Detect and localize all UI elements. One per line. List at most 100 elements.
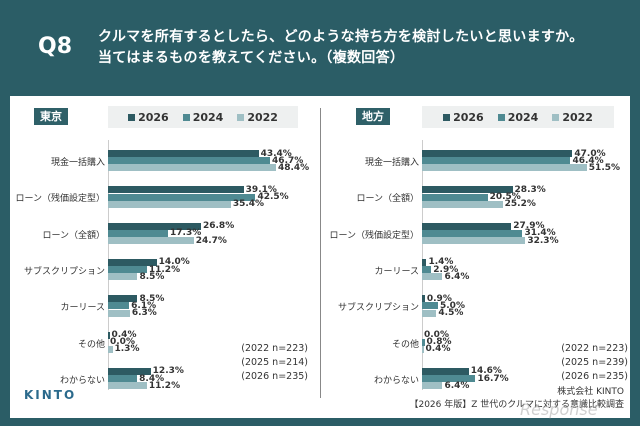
data-label: 0.0% bbox=[424, 330, 449, 340]
bar-2026 bbox=[108, 367, 151, 375]
legend-label: 2026 bbox=[453, 110, 484, 124]
question-text: クルマを所有するとしたら、どのような持ち方を検討したいと思いますか。 当てはまる… bbox=[98, 27, 584, 69]
bar-2024 bbox=[108, 302, 130, 310]
data-label: 51.5% bbox=[588, 162, 621, 173]
data-label: 12.3% bbox=[152, 366, 184, 377]
category-label: ローン（残価設定型） bbox=[15, 194, 105, 205]
legend-item: 2024 bbox=[497, 110, 539, 124]
bar-2026 bbox=[422, 150, 573, 157]
sample-size-note: (2022 n=223) bbox=[241, 343, 308, 354]
data-label: 1.4% bbox=[428, 257, 454, 268]
data-label: 11.2% bbox=[148, 264, 181, 275]
legend-item: 2024 bbox=[182, 110, 224, 124]
bar-2022 bbox=[108, 273, 138, 281]
bar-2024 bbox=[422, 266, 432, 274]
data-label: 16.7% bbox=[477, 373, 509, 384]
bar-2026 bbox=[108, 295, 138, 303]
data-label: 35.4% bbox=[232, 199, 265, 210]
bar-2026 bbox=[108, 222, 201, 230]
bar-2024 bbox=[422, 229, 523, 237]
bar-2024 bbox=[108, 266, 147, 274]
bar-2022 bbox=[108, 345, 113, 353]
bar-2022 bbox=[422, 237, 526, 244]
bar-2022 bbox=[422, 309, 437, 317]
data-label: 17.3% bbox=[170, 228, 202, 239]
panel-title: 地方 bbox=[356, 108, 390, 125]
legend-swatch bbox=[182, 113, 190, 121]
data-label: 0.8% bbox=[426, 337, 452, 348]
bar-2026 bbox=[108, 331, 110, 339]
legend-label: 2024 bbox=[507, 110, 539, 124]
bar-2024 bbox=[108, 375, 138, 382]
panel-title: 東京 bbox=[34, 108, 68, 125]
data-label: 46.4% bbox=[572, 155, 604, 166]
legend-label: 2022 bbox=[562, 110, 593, 124]
bar-2022 bbox=[108, 382, 147, 390]
sample-size-note: (2026 n=235) bbox=[561, 371, 628, 382]
question-line-2: 当てはまるものを教えてください。（複数回答） bbox=[98, 50, 405, 66]
legend-swatch bbox=[552, 113, 560, 121]
kinto-logo: KINTO bbox=[24, 388, 77, 402]
bar-2026 bbox=[108, 258, 157, 266]
bar-2026 bbox=[422, 222, 512, 230]
legend-swatch bbox=[443, 113, 451, 121]
data-label: 8.4% bbox=[139, 373, 165, 384]
category-label: カーリース bbox=[60, 303, 105, 314]
sample-size-note: (2025 n=214) bbox=[241, 357, 308, 368]
data-label: 6.3% bbox=[131, 308, 157, 319]
bar-2022 bbox=[108, 200, 231, 208]
category-label: 現金一括購入 bbox=[364, 158, 419, 168]
question-number: Q8 bbox=[38, 34, 73, 59]
data-label: 5.0% bbox=[440, 300, 465, 311]
data-label: 6.4% bbox=[444, 271, 470, 282]
data-label: 39.1% bbox=[245, 184, 277, 195]
data-label: 28.3% bbox=[514, 184, 546, 195]
category-label: 現金一括購入 bbox=[50, 158, 105, 168]
category-label: わからない bbox=[373, 375, 419, 386]
bar-2024 bbox=[108, 229, 169, 237]
data-label: 42.5% bbox=[257, 192, 289, 202]
data-label: 0.4% bbox=[111, 330, 137, 340]
data-label: 6.1% bbox=[131, 300, 157, 311]
sample-size-note: (2026 n=235) bbox=[241, 371, 308, 382]
category-label: わからない bbox=[59, 375, 105, 386]
category-label: ローン（残価設定型） bbox=[329, 230, 419, 241]
category-label: サブスクリプション bbox=[337, 303, 419, 314]
legend-label: 2024 bbox=[192, 110, 224, 124]
legend-swatch bbox=[497, 113, 505, 121]
bar-2022 bbox=[422, 273, 443, 281]
data-label: 20.5% bbox=[489, 192, 521, 202]
data-label: 0.9% bbox=[426, 293, 452, 304]
data-label: 31.4% bbox=[524, 228, 556, 239]
category-label: ローン（全額） bbox=[356, 194, 419, 205]
bar-2026 bbox=[422, 258, 427, 266]
data-label: 8.5% bbox=[139, 271, 165, 282]
bar-2022 bbox=[422, 164, 587, 172]
sample-size-note: (2025 n=239) bbox=[561, 357, 628, 368]
data-label: 0.0% bbox=[110, 337, 135, 348]
legend-swatch bbox=[128, 113, 136, 121]
legend-label: 2022 bbox=[247, 110, 278, 124]
category-label: カーリース bbox=[374, 266, 419, 277]
bar-2022 bbox=[108, 309, 130, 317]
bar-2024 bbox=[108, 193, 256, 201]
bar-2024 bbox=[422, 375, 476, 382]
data-label: 14.0% bbox=[158, 257, 190, 268]
bar-2022 bbox=[108, 164, 276, 172]
bar-2024 bbox=[108, 157, 271, 165]
category-label: その他 bbox=[391, 339, 419, 350]
sample-size-note: (2022 n=223) bbox=[561, 343, 628, 354]
bar-2026 bbox=[108, 186, 244, 194]
data-label: 46.7% bbox=[272, 155, 304, 166]
watermark: Response bbox=[520, 400, 598, 419]
data-label: 27.9% bbox=[513, 221, 545, 232]
data-label: 4.5% bbox=[438, 308, 464, 319]
legend-item: 2026 bbox=[443, 111, 484, 124]
data-label: 48.4% bbox=[277, 162, 310, 173]
data-label: 14.6% bbox=[470, 366, 502, 377]
bar-2024 bbox=[422, 157, 571, 165]
data-label: 6.4% bbox=[444, 380, 470, 391]
category-label: その他 bbox=[77, 339, 105, 350]
data-label: 47.0% bbox=[574, 148, 606, 159]
data-label: 43.4% bbox=[260, 148, 292, 159]
